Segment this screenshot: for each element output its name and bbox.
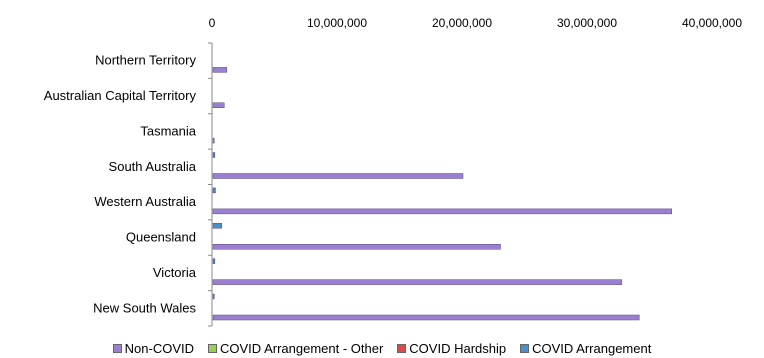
category-label: Queensland [126,230,196,245]
bar-covid-arrangement [212,187,216,194]
bar-non-covid [212,67,227,73]
x-tick-label: 20,000,000 [432,16,492,30]
plot-area [212,67,672,321]
bar-non-covid [212,279,622,285]
bar-covid-arrangement [212,223,222,229]
legend-label: Non-COVID [124,340,195,356]
x-tick-label: 40,000,000 [682,16,742,30]
bar-covid-arrangement [212,293,215,300]
category-label: Australian Capital Territory [44,88,197,103]
bar-non-covid [212,208,672,215]
category-label: Victoria [153,265,197,280]
category-label: Tasmania [140,123,196,138]
bar-covid-arrangement [212,152,216,158]
legend-label: COVID Arrangement - Other [220,340,384,356]
legend-item: COVID Arrangement [520,338,651,358]
x-tick-label: 30,000,000 [557,16,617,30]
legend: Non-COVID COVID Arrangement - Other COVID … [0,338,764,358]
category-label: Western Australia [94,194,196,209]
bar-non-covid [212,102,225,108]
legend-item: Non-COVID [112,338,195,358]
x-axis: 0 10,000,000 20,000,000 30,000,000 40,000,00… [209,16,743,30]
category-label: New South Wales [93,300,196,315]
y-axis: Northern Territory Australian Capital Ter… [44,42,213,327]
legend-swatch [112,343,122,353]
bar-non-covid [212,173,464,179]
bar-non-covid [212,137,215,144]
legend-swatch [397,343,407,353]
bar-covid-arrangement [212,258,216,264]
category-label: South Australia [109,159,197,174]
legend-item: COVID Hardship [397,338,506,358]
bar-chart: 0 10,000,000 20,000,000 30,000,000 40,000,00… [44,16,743,327]
x-tick-label: 10,000,000 [307,16,367,30]
legend-swatch [520,343,530,353]
x-tick-label: 0 [209,16,216,30]
legend-item: COVID Arrangement - Other [208,338,383,358]
category-label: Northern Territory [95,53,196,68]
bar-non-covid [212,244,501,250]
legend-label: COVID Arrangement [532,340,652,356]
legend-label: COVID Hardship [409,340,507,356]
legend-swatch [208,343,218,353]
bar-non-covid [212,314,640,321]
